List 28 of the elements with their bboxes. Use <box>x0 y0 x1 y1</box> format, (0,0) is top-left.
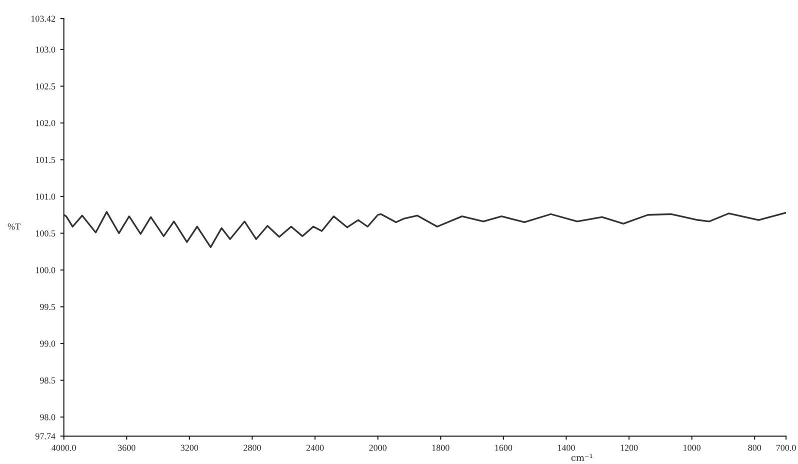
y-tick-label: 101.0 <box>36 194 56 200</box>
y-tick-label: 103.0 <box>36 46 56 53</box>
y-axis-title: %T <box>8 224 20 230</box>
x-tick-label: 700.0 <box>776 444 796 451</box>
x-tick-label: 2400 <box>306 444 324 451</box>
x-tick-label: 3200 <box>180 444 198 451</box>
x-tick-label: 4000.0 <box>52 444 76 451</box>
y-tick-label: 99.5 <box>40 304 56 310</box>
y-tick-label: 98.5 <box>40 377 56 384</box>
y-tick-label: 100.5 <box>36 230 56 236</box>
y-tick-label: 98.0 <box>40 414 56 420</box>
x-tick-label: 1600 <box>495 444 512 451</box>
y-tick-label: 103.42 <box>31 16 56 22</box>
x-tick-label: 3600 <box>118 444 136 451</box>
y-tick-label: 100.0 <box>36 267 56 274</box>
y-tick-label: 102.5 <box>36 83 56 90</box>
x-axis-title: cm⁻¹ <box>571 454 592 462</box>
y-tick-label: 101.5 <box>36 156 56 163</box>
y-tick-label: 97.74 <box>35 433 56 440</box>
y-tick-label: 102.0 <box>36 120 56 126</box>
x-tick-label: 2800 <box>244 444 261 451</box>
x-tick-label: 1200 <box>620 444 638 451</box>
x-tick-label: 800 <box>748 444 762 451</box>
x-tick-label: 1800 <box>432 444 450 451</box>
x-tick-label: 1000 <box>684 444 701 451</box>
x-tick-label: 1400 <box>558 444 575 451</box>
y-tick-label: 99.0 <box>40 340 56 347</box>
x-tick-label: 2000 <box>369 444 387 451</box>
